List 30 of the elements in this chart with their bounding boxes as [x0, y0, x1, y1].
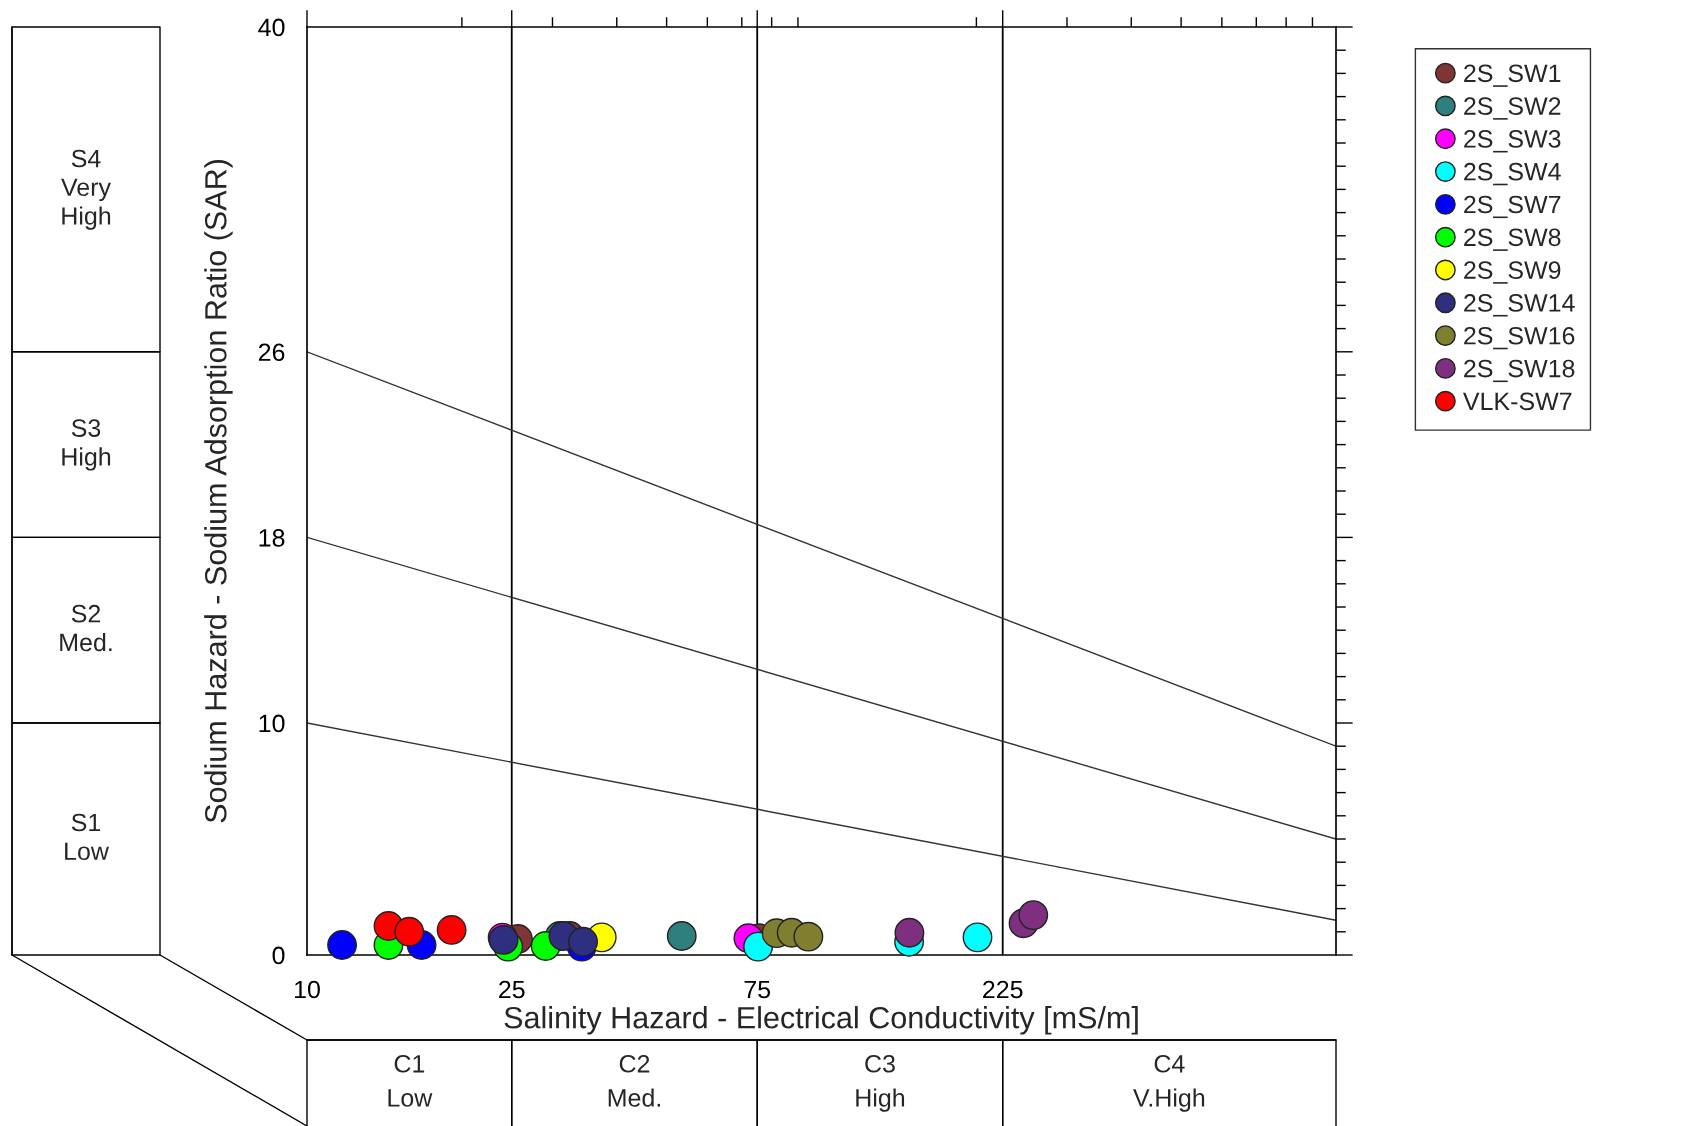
text: C2 Med.: [608, 1054, 660, 1107]
legend-label: 2S_SW7: [1464, 195, 1561, 219]
legend-label: 2S_SW9: [1464, 261, 1561, 284]
text: S4 Very High: [61, 149, 111, 230]
y-axis-title: Sodium Hazard - Sodium Adsorption Ratio (SAR): [204, 160, 233, 823]
text: S1 Low: [65, 813, 109, 861]
x-axis-title: Salinity Hazard - Electrical Conductivity [mS/m]: [504, 1006, 1138, 1035]
text: S3 High: [62, 419, 111, 471]
text: C4 V.High: [1133, 1054, 1205, 1112]
x-tick-label: 75: [744, 980, 771, 999]
legend-label: VLK-SW7: [1462, 392, 1572, 411]
legend-label: 2S_SW3: [1464, 130, 1561, 153]
text: S2 Med.: [60, 604, 112, 652]
y-tick-label: 0: [272, 946, 285, 965]
legend-label: 2S_SW4: [1464, 162, 1561, 186]
y-tick-label: 26: [258, 343, 285, 362]
y-tick-label: 40: [258, 18, 285, 37]
y-tick-label: 10: [259, 714, 285, 733]
x-tick-label: 225: [983, 980, 1023, 999]
legend-label: 2S_SW8: [1464, 228, 1561, 251]
legend-label: 2S_SW1: [1464, 64, 1561, 87]
legend-label: 2S_SW18: [1464, 359, 1575, 383]
legend-label: 2S_SW14: [1464, 294, 1575, 317]
x-tick-label: 25: [499, 980, 525, 999]
y-tick-label: 18: [259, 529, 285, 547]
text: C3 High: [856, 1054, 905, 1112]
x-tick-label: 10: [295, 980, 320, 999]
legend-label: 2S_SW16: [1464, 326, 1575, 350]
legend-label: 2S_SW2: [1464, 97, 1561, 120]
text: C1 Low: [388, 1054, 433, 1107]
